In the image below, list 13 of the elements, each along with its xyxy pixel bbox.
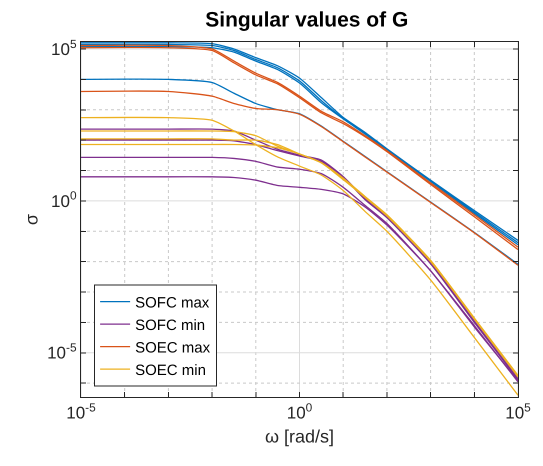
x-tick-label: 10$^{-5}$ — [66, 400, 96, 422]
x-tick-label: 10$^{5}$ — [505, 400, 532, 422]
y-axis-title: σ — [21, 214, 42, 226]
y-tick-label: 10$^{0}$ — [51, 188, 77, 211]
legend-label: SOEC max — [135, 339, 211, 356]
legend-label: SOFC min — [135, 316, 206, 334]
legend-label: SOFC max — [135, 294, 210, 312]
y-tick-label: 10$^{5}$ — [51, 36, 77, 59]
legend-label: SOEC min — [135, 362, 206, 379]
x-axis-title: ω [rad/s] — [264, 426, 334, 446]
chart-title: Singular values of G — [205, 8, 408, 32]
y-tick-label: 10$^{-5}$ — [47, 340, 77, 363]
x-tick-label: 10$^{0}$ — [286, 400, 313, 422]
